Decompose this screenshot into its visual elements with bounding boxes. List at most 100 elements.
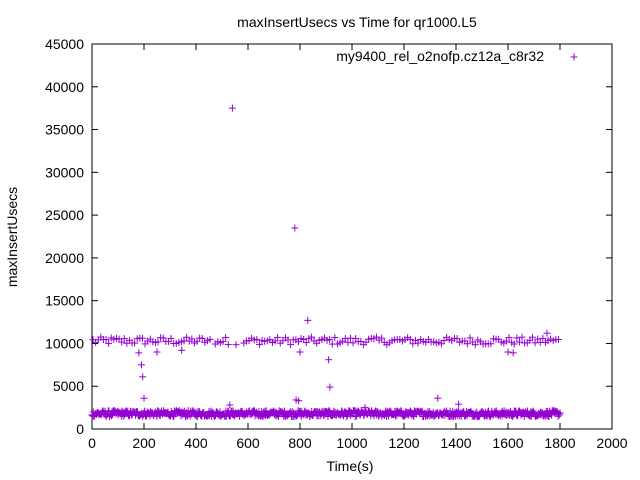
plot-border	[91, 43, 613, 430]
y-tick-label: 40000	[45, 79, 84, 95]
data-point	[119, 412, 127, 420]
data-point	[198, 334, 206, 342]
outlier-point	[296, 348, 304, 356]
y-axis-ticks: 0 5000 10000 15000 20000 25000 30000 35000 40000…	[45, 36, 612, 437]
outlier-point	[139, 373, 147, 381]
x-tick-label: 200	[132, 435, 156, 451]
data-point	[330, 407, 338, 415]
data-point	[154, 338, 162, 346]
outlier-point	[226, 401, 234, 409]
data-point	[524, 407, 531, 415]
data-point	[232, 341, 240, 349]
y-tick-label: 45000	[45, 36, 84, 52]
data-point	[484, 408, 492, 416]
outlier-point	[326, 383, 334, 391]
y-tick-label: 10000	[45, 335, 84, 351]
data-point	[271, 337, 279, 345]
data-point	[397, 407, 405, 415]
data-point	[188, 335, 196, 343]
data-point	[102, 336, 110, 344]
x-tick-label: 400	[184, 435, 208, 451]
outlier-point	[140, 394, 148, 402]
data-point	[183, 333, 191, 341]
data-point	[222, 333, 230, 341]
data-point	[206, 335, 214, 343]
data-point	[386, 407, 394, 415]
x-tick-label: 1000	[336, 435, 367, 451]
data-points	[88, 104, 564, 421]
legend: my9400_rel_o2nofp.cz12a_c8r32	[336, 48, 578, 64]
x-tick-label: 800	[288, 435, 312, 451]
data-point	[513, 334, 521, 342]
data-point	[253, 335, 261, 343]
data-point	[510, 340, 518, 348]
data-point	[414, 339, 422, 347]
outlier-point	[504, 348, 512, 356]
data-point	[349, 339, 357, 347]
data-point	[463, 340, 471, 348]
chart-title: maxInsertUsecs vs Time for qr1000.L5	[237, 14, 477, 30]
data-point	[120, 335, 128, 343]
y-tick-label: 5000	[53, 378, 84, 394]
data-point	[556, 409, 564, 417]
x-tick-label: 1600	[492, 435, 523, 451]
data-point	[453, 335, 461, 343]
data-point	[219, 338, 227, 346]
data-point	[487, 340, 495, 348]
data-point	[555, 410, 563, 418]
outlier-point	[291, 224, 299, 232]
data-point	[554, 335, 562, 343]
x-axis-ticks: 0 200 400 600 800 1000 1200 1400 1600 1800 2000	[88, 44, 628, 451]
data-point	[195, 407, 203, 415]
y-tick-label: 30000	[45, 164, 84, 180]
x-tick-label: 2000	[596, 435, 627, 451]
data-point	[515, 338, 523, 346]
plot-frame	[91, 43, 613, 430]
x-tick-label: 1200	[388, 435, 419, 451]
data-point	[331, 334, 339, 342]
outlier-point	[178, 346, 186, 354]
outlier-point	[295, 397, 303, 405]
data-point	[351, 413, 359, 421]
data-point	[287, 341, 295, 349]
data-point	[326, 335, 334, 343]
data-point	[189, 407, 197, 415]
data-point	[131, 339, 139, 347]
x-axis-label: Time(s)	[327, 458, 374, 474]
y-axis-label: maxInsertUsecs	[4, 187, 20, 287]
data-point	[466, 334, 474, 342]
data-point	[471, 341, 479, 349]
data-point	[325, 407, 333, 415]
y-tick-label: 25000	[45, 207, 84, 223]
outlier-point	[543, 329, 551, 337]
y-tick-label: 20000	[45, 250, 84, 266]
data-point	[518, 333, 526, 341]
data-point	[307, 333, 315, 341]
outlier-point	[304, 316, 312, 324]
data-point	[118, 338, 126, 346]
outlier-point	[325, 356, 333, 364]
data-point	[138, 334, 146, 342]
data-point	[210, 413, 218, 421]
data-point	[378, 334, 386, 342]
data-point	[344, 338, 352, 346]
outlier-point	[455, 400, 463, 408]
outlier-point	[434, 394, 442, 402]
outlier-point	[228, 104, 236, 112]
outlier-point	[509, 349, 517, 357]
outlier-point	[135, 349, 143, 357]
outlier-point	[361, 404, 369, 412]
data-point	[528, 333, 536, 341]
data-point	[302, 339, 310, 347]
data-point	[343, 413, 351, 421]
legend-label: my9400_rel_o2nofp.cz12a_c8r32	[336, 48, 544, 64]
y-tick-label: 35000	[45, 122, 84, 138]
x-tick-label: 600	[236, 435, 260, 451]
data-point	[539, 334, 547, 342]
data-point	[505, 334, 513, 342]
data-point	[224, 341, 232, 349]
x-tick-label: 1800	[544, 435, 575, 451]
x-tick-label: 1400	[440, 435, 471, 451]
data-point	[105, 339, 113, 347]
